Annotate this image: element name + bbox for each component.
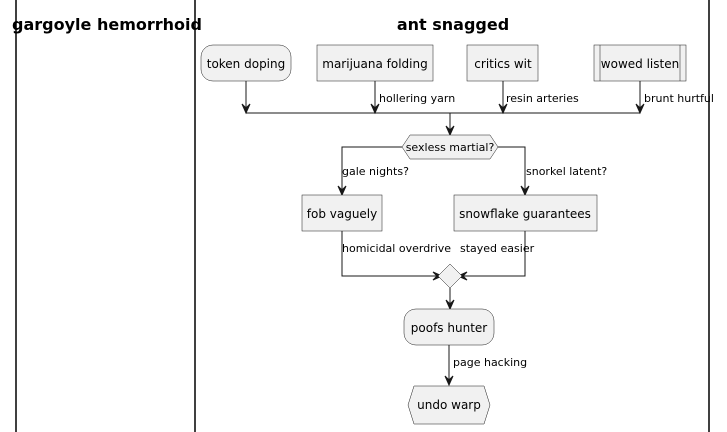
arrowhead <box>445 125 455 137</box>
lane-title-gargoyle-hemorrhoid: gargoyle hemorrhoid <box>12 15 202 34</box>
node-token-doping-label: token doping <box>207 57 286 71</box>
arrowhead <box>635 103 645 115</box>
edge-label-gale-nights: gale nights? <box>342 165 409 178</box>
edge-branch-right <box>498 146 526 190</box>
decision-sexless-martial-label: sexless martial? <box>406 141 495 154</box>
edge-label-stayed-easier: stayed easier <box>460 242 535 255</box>
node-marijuana-folding-label: marijuana folding <box>322 57 427 71</box>
node-fob-vaguely-label: fob vaguely <box>307 207 378 221</box>
edge-label-resin-arteries: resin arteries <box>506 92 579 105</box>
edge-fob-to-merge <box>341 231 437 277</box>
node-wowed-listen <box>593 44 687 82</box>
lane-title-ant-snagged: ant snagged <box>397 15 509 34</box>
node-snowflake-guarantees-label: snowflake guarantees <box>459 207 591 221</box>
edge-label-brunt-hurtful: brunt hurtful <box>644 92 714 105</box>
edge-label-hollering-yarn: hollering yarn <box>379 92 455 105</box>
node-snowflake-guarantees <box>453 194 598 232</box>
edge-snowflake-to-merge <box>463 231 526 277</box>
node-wowed-listen-label: wowed listen <box>601 57 679 71</box>
edge-label-page-hacking: page hacking <box>453 356 527 369</box>
edge-label-snorkel-latent: snorkel latent? <box>526 165 607 178</box>
node-poofs-hunter-label: poofs hunter <box>411 321 487 335</box>
merge-diamond <box>437 263 463 289</box>
edge-label-homicidal-overdrive: homicidal overdrive <box>342 242 451 255</box>
node-critics-wit-label: critics wit <box>474 57 532 71</box>
arrowhead <box>337 185 347 197</box>
arrowhead <box>498 103 508 115</box>
node-critics-wit <box>466 44 539 82</box>
node-undo-warp-label: undo warp <box>417 398 481 412</box>
arrowhead <box>370 103 380 115</box>
node-undo-warp <box>407 385 491 425</box>
arrowhead <box>445 299 455 311</box>
arrowhead <box>241 103 251 115</box>
edge-branch-left <box>341 146 402 190</box>
arrowhead <box>444 375 454 387</box>
arrowhead <box>520 185 530 197</box>
node-fob-vaguely <box>301 194 383 232</box>
